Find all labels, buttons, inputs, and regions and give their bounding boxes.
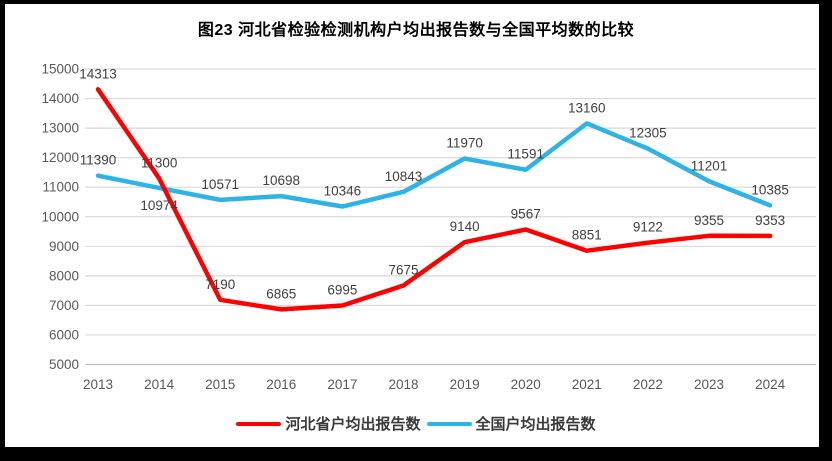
x-axis-tick-label: 2020 [511, 377, 541, 392]
data-label-series-0: 8851 [572, 228, 602, 243]
x-axis-tick-label: 2024 [755, 377, 786, 392]
y-axis-tick-label: 11000 [42, 180, 79, 195]
y-axis-tick-label: 14000 [41, 91, 79, 106]
data-label-series-0: 9355 [694, 213, 724, 228]
data-label-series-1: 11970 [446, 136, 483, 151]
legend-line-swatch-red [236, 421, 282, 426]
y-axis-tick-label: 8000 [49, 268, 79, 283]
chart-title: 图23 河北省检验检测机构户均出报告数与全国平均数的比较 [197, 22, 635, 39]
chart-panel [5, 4, 819, 447]
data-label-series-0: 9122 [633, 220, 663, 235]
data-label-series-0: 9353 [755, 213, 785, 228]
x-axis-tick-label: 2022 [633, 377, 663, 392]
data-label-series-1: 10974 [140, 198, 178, 213]
y-axis-tick-label: 9000 [49, 239, 79, 254]
data-label-series-1: 10843 [385, 169, 423, 184]
data-label-series-0: 7190 [205, 277, 235, 292]
legend-item-national: 全国户均出报告数 [426, 413, 596, 434]
x-axis-tick-label: 2017 [327, 377, 357, 392]
data-label-series-0: 6865 [266, 286, 296, 301]
x-axis-tick-label: 2014 [144, 377, 175, 392]
x-axis-tick-label: 2016 [266, 377, 296, 392]
y-axis-tick-label: 7000 [49, 298, 79, 313]
x-axis-tick-label: 2018 [388, 377, 418, 392]
x-axis-tick-label: 2019 [450, 377, 480, 392]
data-label-series-0: 9140 [450, 219, 480, 234]
data-label-series-1: 10346 [324, 184, 362, 199]
y-axis-tick-label: 5000 [49, 357, 79, 372]
data-label-series-0: 9567 [511, 207, 541, 222]
data-label-series-0: 7675 [388, 262, 418, 277]
data-label-series-1: 10385 [751, 182, 789, 197]
legend-label-hebei: 河北省户均出报告数 [285, 416, 421, 433]
legend-label-national: 全国户均出报告数 [475, 416, 596, 433]
data-label-series-0: 11300 [141, 155, 178, 170]
y-axis-tick-label: 13000 [41, 121, 79, 136]
series-line-1 [95, 121, 773, 209]
chart-legend: 河北省户均出报告数 全国户均出报告数 [0, 413, 832, 434]
data-label-series-1: 10571 [201, 177, 239, 192]
data-label-series-1: 11591 [507, 147, 544, 162]
data-label-series-0: 6995 [327, 283, 357, 298]
x-axis-tick-label: 2013 [83, 377, 113, 392]
y-axis-tick-label: 6000 [49, 327, 79, 342]
y-axis-tick-label: 10000 [41, 209, 79, 224]
x-axis-tick-label: 2021 [572, 377, 602, 392]
data-label-series-1: 13160 [568, 100, 606, 115]
series-line-0 [95, 87, 773, 312]
x-axis-tick-label: 2015 [205, 377, 235, 392]
data-label-series-1: 11390 [80, 153, 117, 168]
legend-item-hebei: 河北省户均出报告数 [236, 413, 421, 434]
y-axis-tick-label: 15000 [41, 62, 79, 77]
data-label-series-1: 10698 [263, 173, 301, 188]
data-label-series-1: 11201 [691, 158, 728, 173]
data-label-series-0: 14313 [79, 66, 117, 81]
x-axis-tick-label: 2023 [694, 377, 724, 392]
data-label-series-1: 12305 [629, 126, 667, 141]
y-axis-tick-label: 12000 [41, 150, 79, 165]
legend-line-swatch-blue [426, 421, 472, 426]
